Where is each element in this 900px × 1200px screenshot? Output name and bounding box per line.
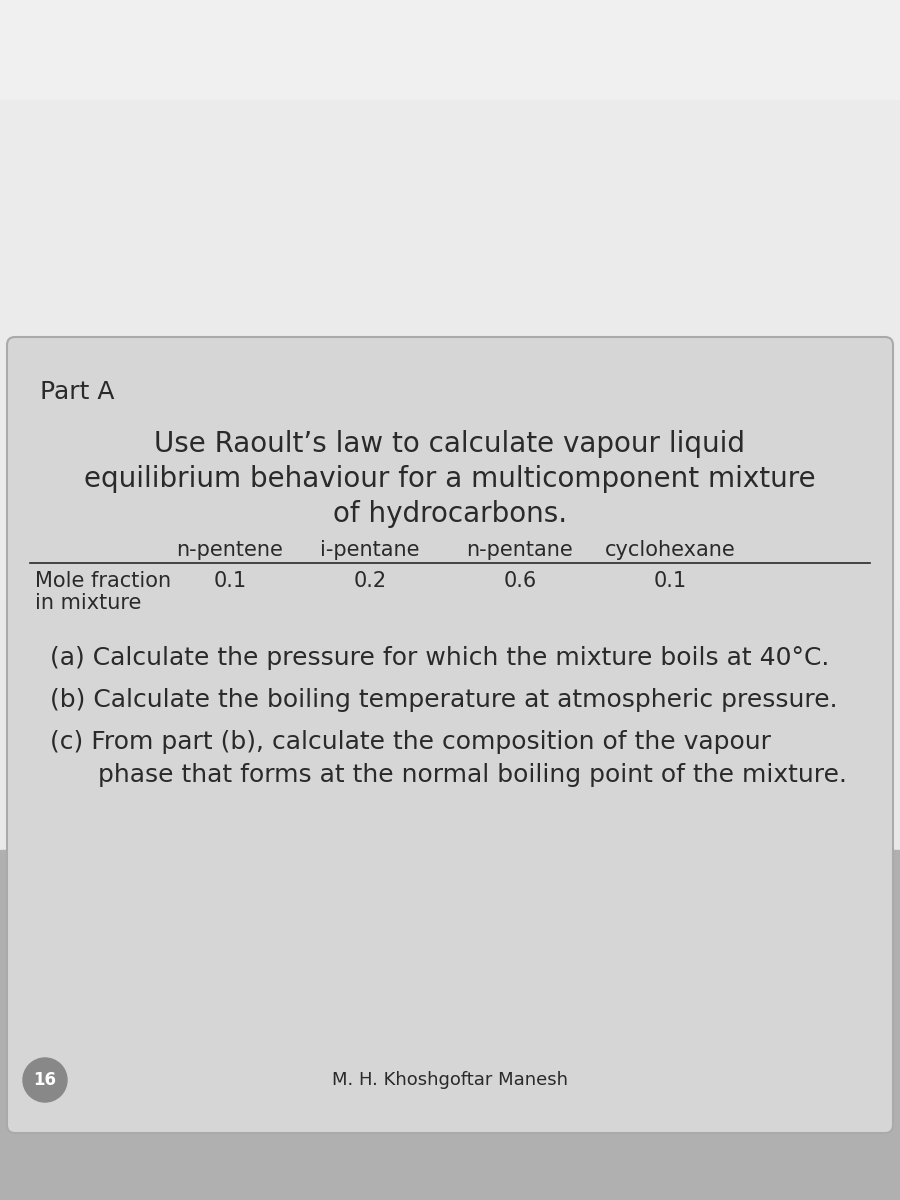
Text: equilibrium behaviour for a multicomponent mixture: equilibrium behaviour for a multicompone… xyxy=(85,464,815,493)
Text: n-pentane: n-pentane xyxy=(466,540,573,560)
Text: Part A: Part A xyxy=(40,380,114,404)
Text: n-pentene: n-pentene xyxy=(176,540,284,560)
Text: phase that forms at the normal boiling point of the mixture.: phase that forms at the normal boiling p… xyxy=(50,763,847,787)
Bar xyxy=(0,0,900,100)
Bar xyxy=(0,850,900,1200)
Text: of hydrocarbons.: of hydrocarbons. xyxy=(333,500,567,528)
Text: M. H. Khoshgoftar Manesh: M. H. Khoshgoftar Manesh xyxy=(332,1070,568,1090)
Bar xyxy=(0,0,900,850)
FancyBboxPatch shape xyxy=(7,337,893,1133)
Polygon shape xyxy=(0,0,120,300)
Text: 0.2: 0.2 xyxy=(354,571,387,590)
Text: (b) Calculate the boiling temperature at atmospheric pressure.: (b) Calculate the boiling temperature at… xyxy=(50,688,838,712)
Text: 0.1: 0.1 xyxy=(213,571,247,590)
Text: (a) Calculate the pressure for which the mixture boils at 40°C.: (a) Calculate the pressure for which the… xyxy=(50,646,830,670)
Text: cyclohexane: cyclohexane xyxy=(605,540,735,560)
Bar xyxy=(0,100,900,600)
Text: (c) From part (b), calculate the composition of the vapour: (c) From part (b), calculate the composi… xyxy=(50,730,771,754)
Circle shape xyxy=(23,1058,67,1102)
Text: 16: 16 xyxy=(33,1070,57,1090)
Text: 0.1: 0.1 xyxy=(653,571,687,590)
Text: Use Raoult’s law to calculate vapour liquid: Use Raoult’s law to calculate vapour liq… xyxy=(155,430,745,458)
Text: in mixture: in mixture xyxy=(35,593,141,613)
Text: Mole fraction: Mole fraction xyxy=(35,571,171,590)
Text: i-pentane: i-pentane xyxy=(320,540,419,560)
Text: 0.6: 0.6 xyxy=(503,571,536,590)
